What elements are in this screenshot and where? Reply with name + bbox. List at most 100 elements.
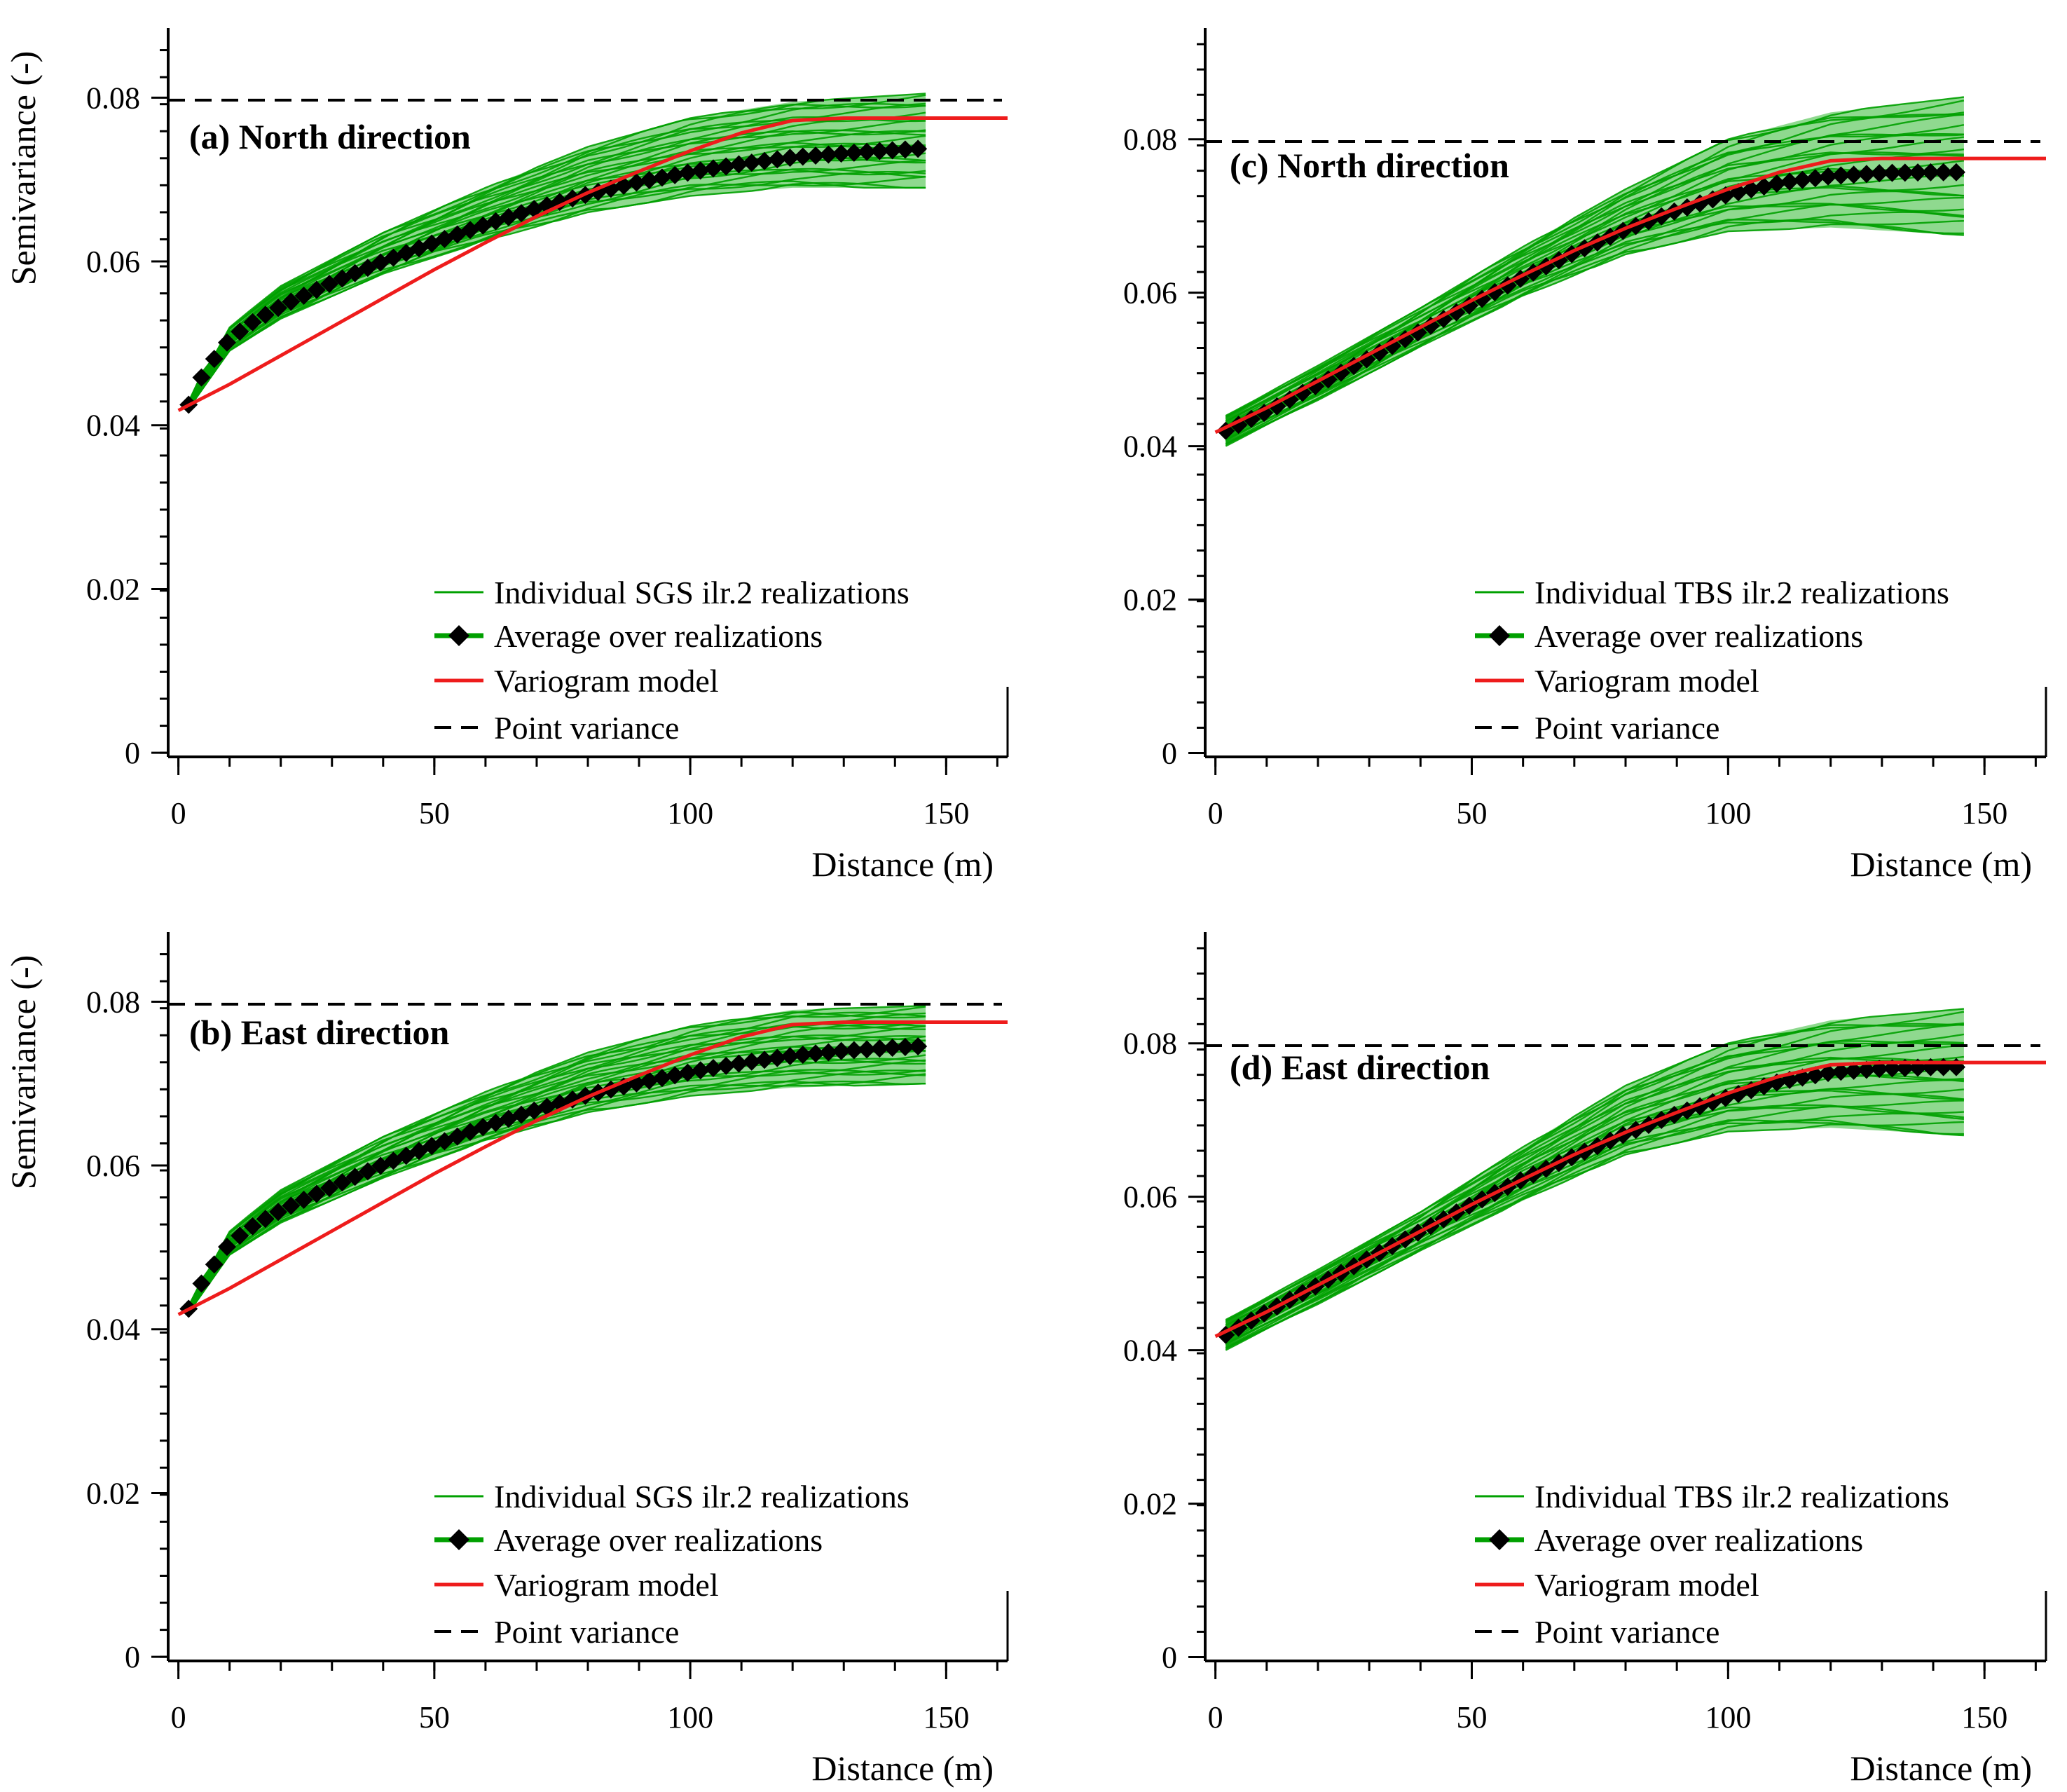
average-marker [1844,1061,1863,1080]
x-tick-label: 0 [171,796,186,830]
average-marker [1780,172,1799,191]
legend-label: Point variance [1534,710,1719,746]
average-marker [1883,163,1902,182]
legend-swatch-marker [1489,1529,1510,1550]
y-tick-label: 0 [1162,737,1177,771]
x-axis-title: Distance (m) [811,1749,994,1788]
legend-label: Point variance [1534,1614,1719,1650]
average-marker [320,1179,339,1198]
realizations-band [188,1006,926,1313]
average-marker [1921,163,1940,182]
y-tick-label: 0.02 [86,572,140,606]
average-marker [282,1196,301,1215]
realization-line [188,176,926,409]
legend-label: Variogram model [1534,1567,1759,1603]
legend: Individual SGS ilr.2 realizations Average… [434,1479,909,1650]
average-marker [1857,165,1876,184]
average-marker [883,141,902,160]
average-marker [1895,163,1914,182]
average-marker [1870,164,1889,183]
average-marker [691,1061,710,1080]
legend-label: Variogram model [494,663,719,699]
y-tick-label: 0.06 [1123,1180,1177,1215]
x-tick-label: 100 [667,1700,713,1735]
y-tick-label: 0.06 [86,1149,140,1183]
realization-line [1225,1008,1964,1321]
average-marker [895,140,914,159]
y-tick-label: 0.08 [1123,1027,1177,1061]
realization-line [188,129,926,406]
panel-title: (d) East direction [1230,1048,1490,1087]
average-marker [1357,350,1376,369]
average-marker [627,173,646,192]
average-marker [640,1071,659,1090]
y-tick-label: 0.08 [1123,123,1177,157]
average-marker [205,1255,224,1274]
plot-area [168,93,1008,414]
average-marker [1832,166,1850,185]
average-marker [678,163,697,182]
legend-label: Individual SGS ilr.2 realizations [494,1479,909,1514]
realization-line [188,1073,926,1313]
realization-line [1225,211,1965,444]
realization-line [1225,124,1965,423]
y-tick-label: 0.06 [1123,276,1177,310]
average-marker [717,157,736,176]
legend-label: Point variance [494,710,679,746]
x-tick-label: 100 [1705,1700,1751,1735]
average-marker [717,1056,736,1075]
average-marker [678,1063,697,1082]
legend-label: Individual SGS ilr.2 realizations [494,575,909,610]
average-marker [1819,1063,1838,1082]
x-tick-label: 100 [1705,796,1751,830]
average-marker [294,287,313,306]
x-tick-label: 50 [1456,1700,1487,1735]
average-marker [256,306,275,324]
average-marker [742,153,761,172]
average-marker [729,155,748,174]
average-marker [1793,170,1812,189]
x-tick-label: 50 [419,796,450,830]
realization-line [1225,1112,1965,1348]
average-marker [755,151,774,170]
realization-line [188,168,926,408]
average-marker [729,1054,748,1073]
legend-swatch-marker [448,1529,469,1550]
x-tick-label: 150 [1961,796,2007,830]
average-marker [858,142,877,161]
realization-line [188,93,926,403]
realization-line [188,171,926,409]
average-marker [307,1184,326,1203]
realization-line [1225,1011,1965,1322]
panel-b: 0 0.02 0.04 0.06 0.08 0 50 100 150 Distance (m) Se… [4,932,1009,1788]
average-marker [269,299,288,317]
average-marker [1767,174,1786,193]
average-marker [537,1097,556,1116]
realization-line [188,130,926,406]
legend: Individual SGS ilr.2 realizations Average… [434,575,909,746]
average-marker [768,150,787,169]
realization-line [1225,111,1965,419]
average-marker [218,1238,237,1257]
average-marker [691,161,710,180]
realization-line [1225,1033,1965,1327]
average-marker [858,1040,877,1059]
x-tick-label: 0 [171,1700,186,1735]
x-tick-label: 150 [1961,1700,2007,1735]
average-marker [806,146,825,165]
average-marker [1754,177,1773,196]
plot-area [1205,96,2046,447]
average-marker [358,1162,377,1181]
plot-area [168,1002,1008,1318]
panel-d: 0 0.02 0.04 0.06 0.08 0 50 100 150 Distance (m) (d… [1123,932,2047,1788]
y-tick-label: 0 [125,1640,140,1674]
average-marker [819,145,838,164]
average-marker [243,1217,262,1236]
realization-line [1225,100,1965,418]
y-tick-label: 0.04 [86,1313,140,1347]
average-marker [666,165,685,184]
average-marker [793,1046,812,1065]
average-marker [870,142,889,160]
average-marker [832,144,851,163]
panel-title: (a) North direction [189,117,471,156]
